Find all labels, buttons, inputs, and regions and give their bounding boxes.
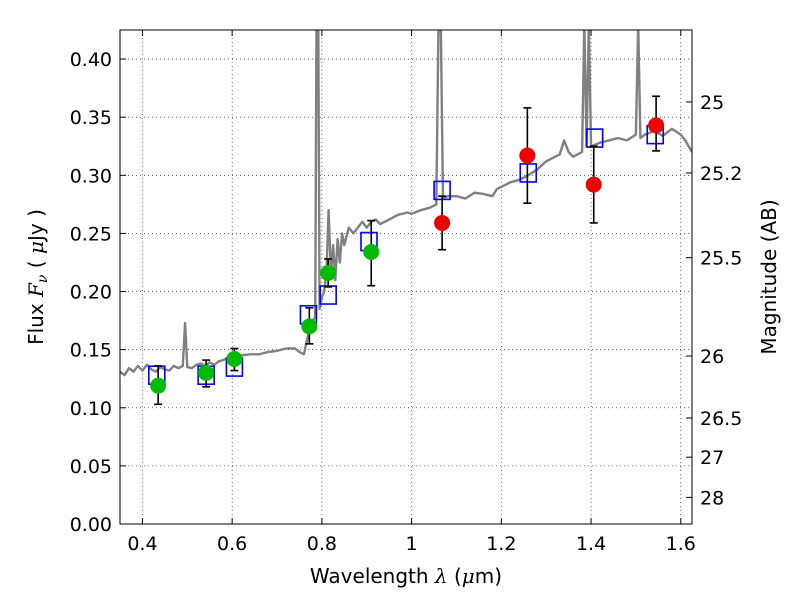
x-tick-label: 0.4 bbox=[127, 533, 157, 555]
observed-point bbox=[150, 377, 167, 394]
y2-axis-label: Magnitude (AB) bbox=[757, 199, 781, 354]
y-tick-label: 0.40 bbox=[70, 49, 112, 71]
observed-point bbox=[301, 318, 318, 335]
mag-tick-label: 26.5 bbox=[700, 408, 742, 430]
observed-point bbox=[226, 350, 243, 367]
y-tick-label: 0.00 bbox=[70, 514, 112, 536]
y-tick-label: 0.05 bbox=[70, 456, 112, 478]
observed-point bbox=[434, 214, 451, 231]
mag-tick-label: 26 bbox=[700, 346, 724, 368]
x-tick-label: 0.8 bbox=[307, 533, 337, 555]
model-square-marker bbox=[519, 163, 538, 183]
observed-point bbox=[320, 264, 337, 281]
y-tick-label: 0.15 bbox=[70, 340, 112, 362]
mag-tick-label: 27 bbox=[700, 447, 724, 469]
model-square-marker bbox=[585, 128, 604, 148]
y-tick-label: 0.35 bbox=[70, 107, 112, 129]
observed-point bbox=[648, 117, 665, 134]
observed-point bbox=[519, 147, 536, 164]
axes: 0.4 0.6 0.8 1 1.2 1.4 1.6 0.00 0.05 0.10 0.15 0.20 0… bbox=[70, 30, 742, 555]
plot-area bbox=[120, 30, 692, 386]
x-axis-label: Wavelength λ (μm) bbox=[310, 564, 502, 588]
y-tick-label: 0.10 bbox=[70, 398, 112, 420]
mag-tick-label: 25.2 bbox=[700, 163, 742, 185]
x-tick-label: 1 bbox=[406, 533, 418, 555]
plot-frame bbox=[119, 29, 693, 525]
mag-tick-label: 25 bbox=[700, 92, 724, 114]
x-tick-label: 1.6 bbox=[666, 533, 696, 555]
spectrum-line bbox=[120, 30, 692, 377]
x-tick-label: 1.2 bbox=[486, 533, 516, 555]
y-tick-label: 0.30 bbox=[70, 165, 112, 187]
observed-point bbox=[198, 364, 215, 381]
y-axis-label: Flux Fν ( μJy ) bbox=[24, 209, 51, 345]
y-tick-label: 0.20 bbox=[70, 282, 112, 304]
observed-point bbox=[363, 244, 380, 261]
error-bars bbox=[150, 95, 665, 406]
grid bbox=[120, 30, 692, 525]
mag-tick-label: 28 bbox=[700, 487, 724, 509]
mag-tick-label: 25.5 bbox=[700, 248, 742, 270]
y-tick-label: 0.25 bbox=[70, 223, 112, 245]
x-tick-label: 0.6 bbox=[217, 533, 247, 555]
observed-point bbox=[585, 176, 602, 193]
x-tick-label: 1.4 bbox=[576, 533, 606, 555]
